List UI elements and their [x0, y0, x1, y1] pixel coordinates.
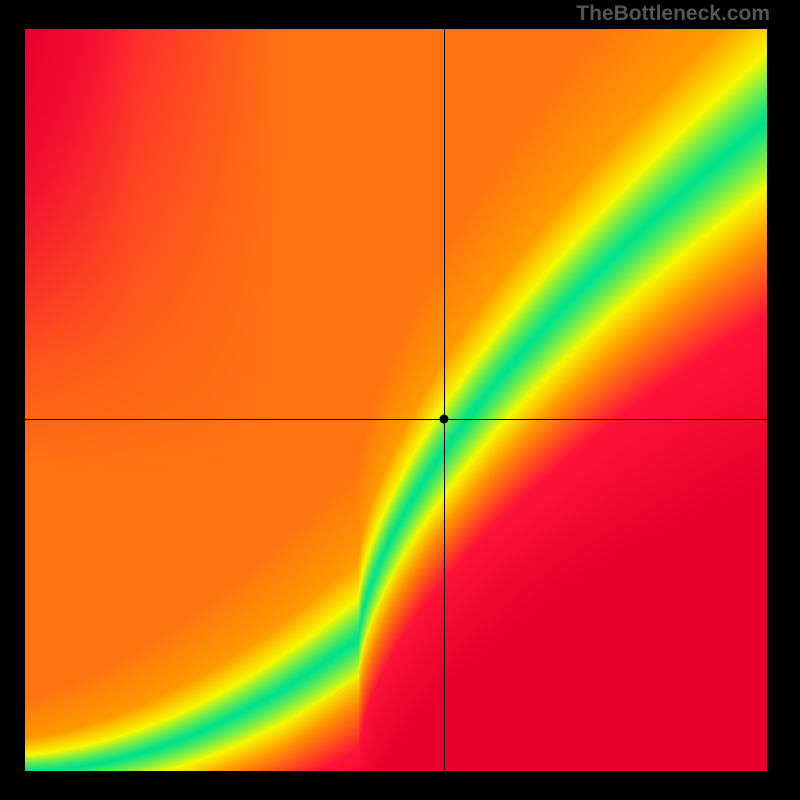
- chart-container: TheBottleneck.com: [0, 0, 800, 800]
- marker-dot: [440, 414, 449, 423]
- crosshair-horizontal: [25, 419, 767, 420]
- heatmap-plot: [25, 29, 767, 771]
- watermark-text: TheBottleneck.com: [576, 2, 770, 26]
- heatmap-canvas: [25, 29, 767, 771]
- crosshair-vertical: [444, 29, 445, 771]
